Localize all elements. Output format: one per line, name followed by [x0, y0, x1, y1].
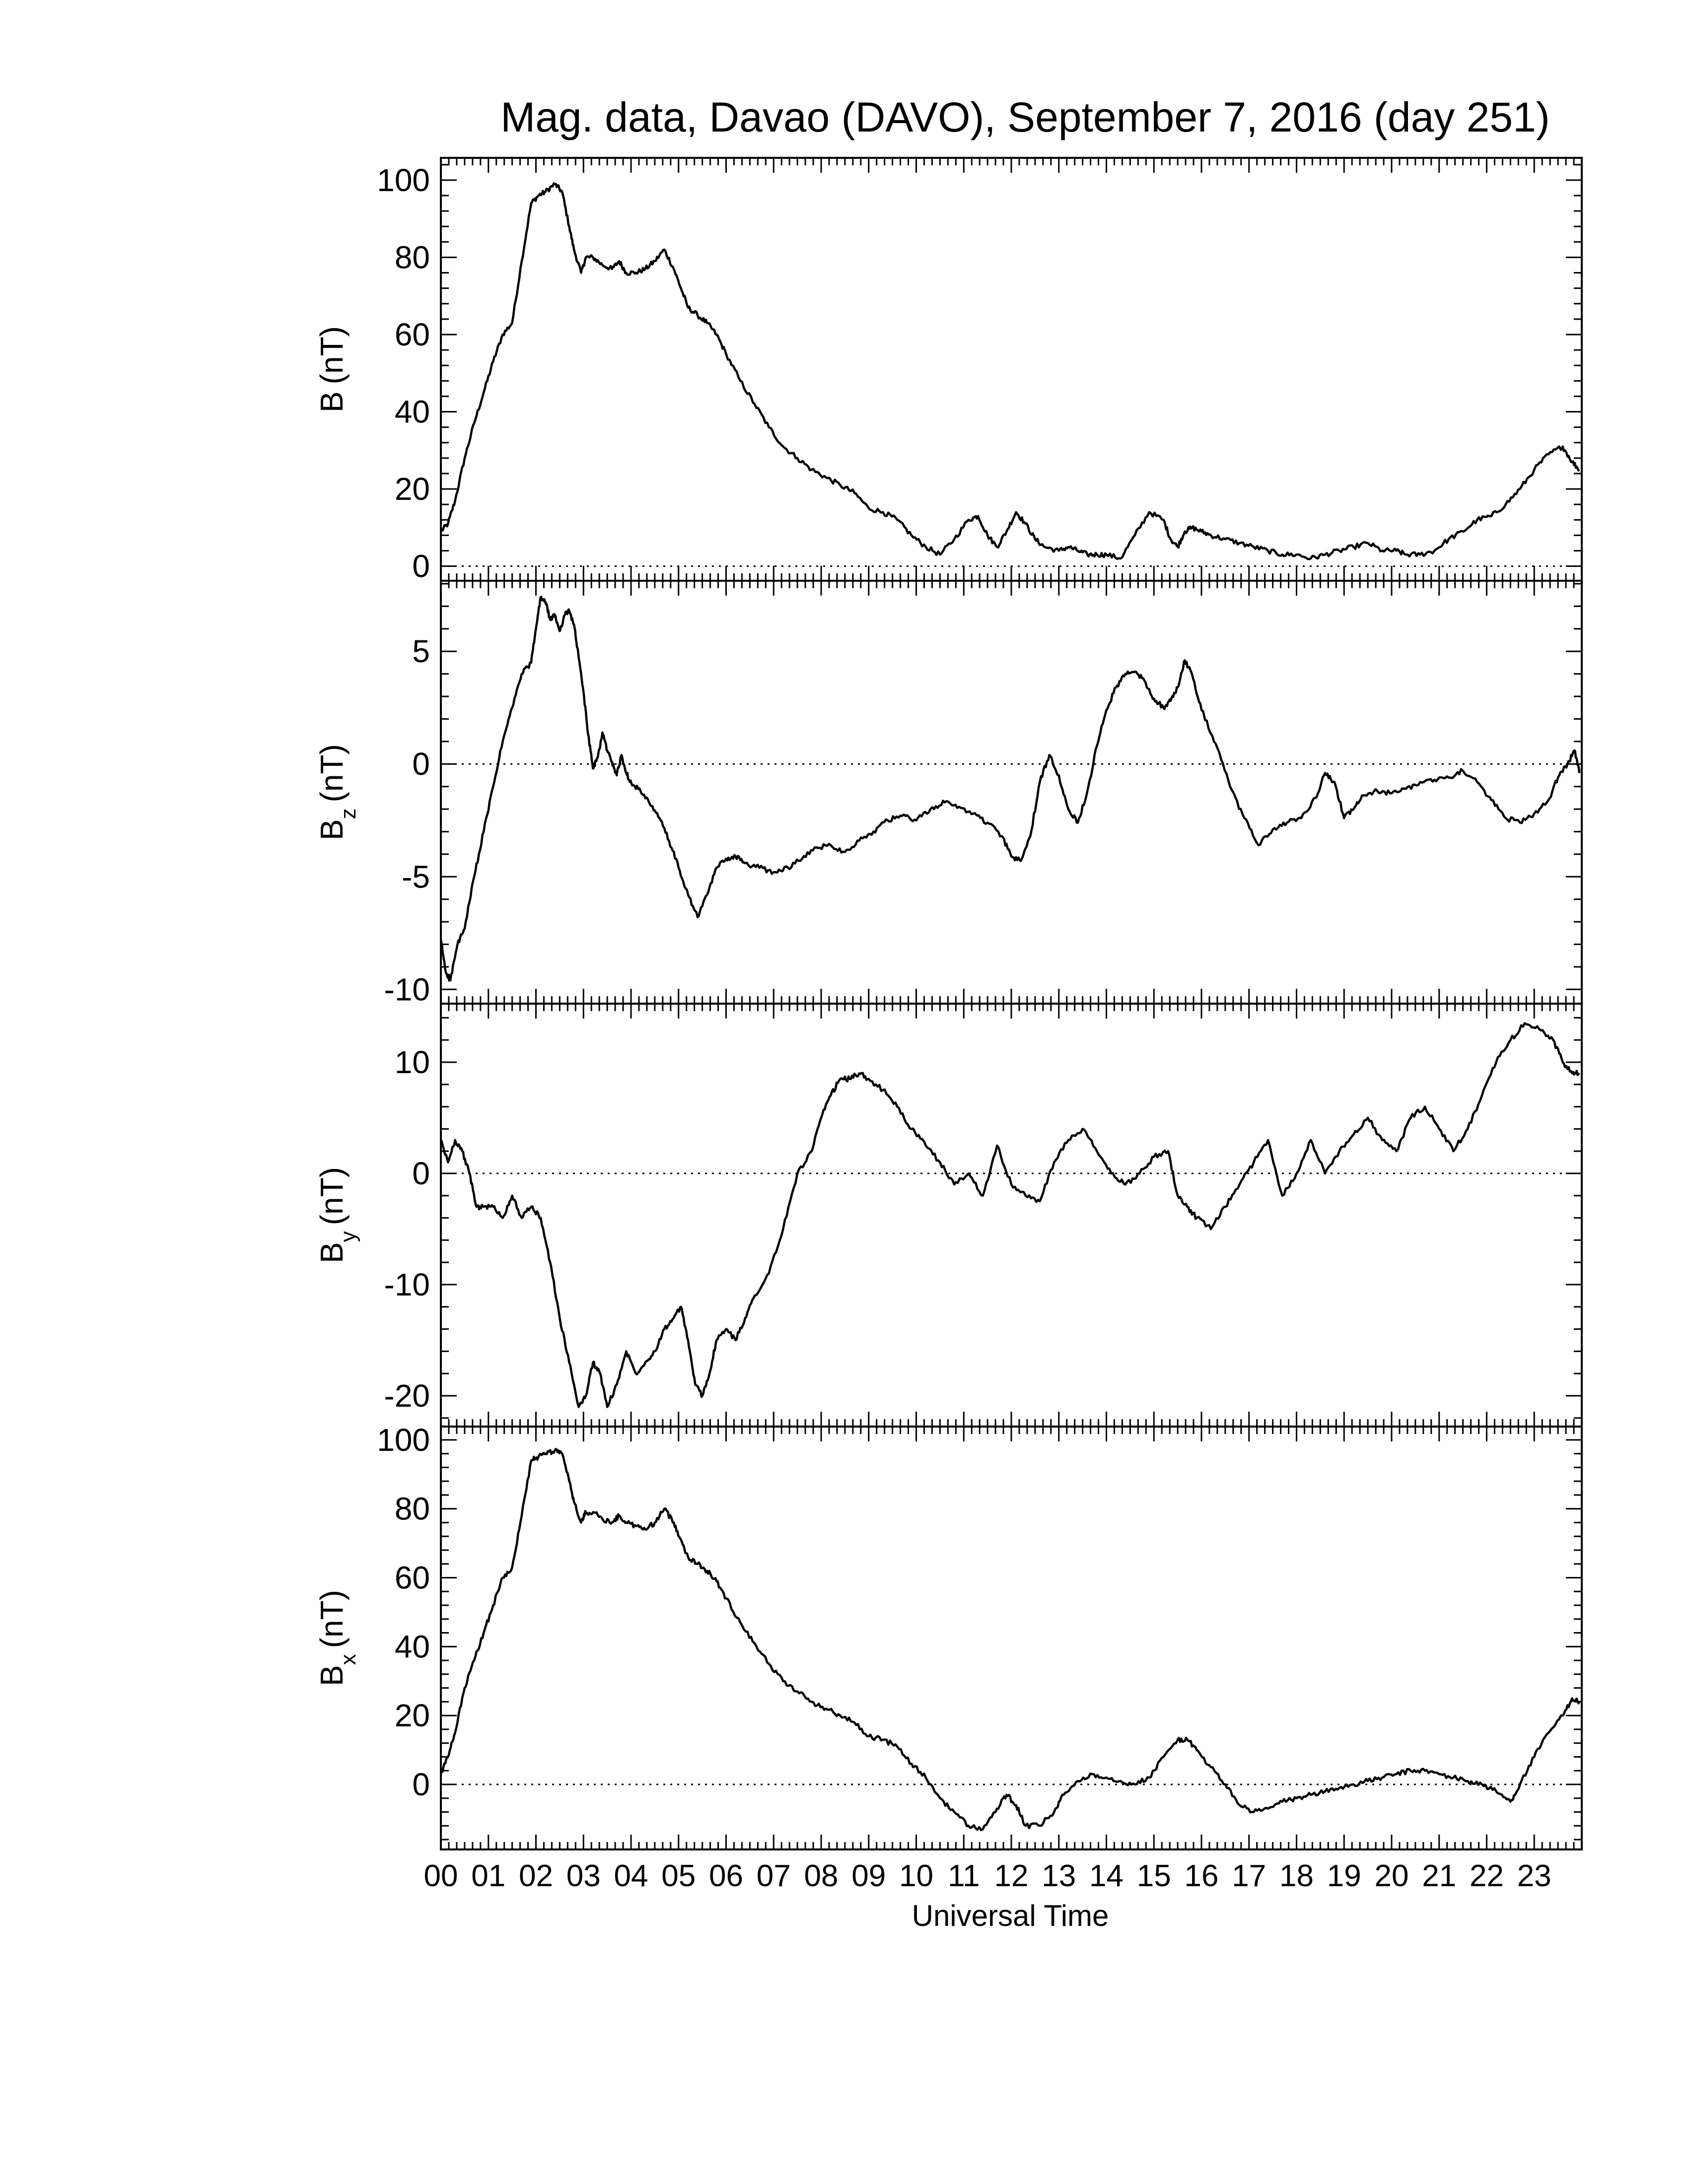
- y-tick-label: -10: [384, 1267, 430, 1302]
- y-tick-label: 5: [412, 633, 430, 669]
- x-tick-label: 15: [1137, 1859, 1171, 1893]
- x-tick-label: 14: [1089, 1859, 1124, 1893]
- y-tick-label: 20: [395, 471, 430, 507]
- y-tick-label: 0: [412, 1156, 430, 1191]
- x-tick-label: 04: [614, 1859, 648, 1893]
- y-tick-label: -5: [402, 859, 430, 894]
- x-tick-label: 09: [851, 1859, 886, 1893]
- x-tick-label: 00: [424, 1859, 458, 1893]
- x-tick-label: 23: [1517, 1859, 1551, 1893]
- x-tick-label: 02: [519, 1859, 553, 1893]
- series-line-bx: [439, 1447, 1581, 1832]
- y-tick-label: 0: [412, 548, 430, 584]
- y-tick-label: 60: [395, 1560, 430, 1596]
- y-tick-label: 100: [377, 162, 430, 198]
- y-axis-label-main: B: [314, 819, 350, 840]
- y-axis-label-main: B: [314, 391, 350, 412]
- y-axis-label: By (nT): [314, 1167, 360, 1263]
- x-tick-label: 10: [899, 1859, 933, 1893]
- x-tick-label: 07: [757, 1859, 791, 1893]
- y-axis-label: Bx (nT): [314, 1590, 360, 1686]
- y-tick-label: -20: [384, 1378, 430, 1414]
- y-axis-label-subscript: x: [336, 1654, 360, 1665]
- y-tick-label: 10: [395, 1044, 430, 1080]
- y-tick-label: 0: [412, 746, 430, 782]
- x-tick-label: 16: [1185, 1859, 1219, 1893]
- x-tick-labels: 00 01 02 03 04 05 06 07 08 09 10 11 12 13 14 15 16 17 18 19…: [424, 1859, 1551, 1893]
- y-tick-label: 80: [395, 1491, 430, 1527]
- y-tick-label: 40: [395, 394, 430, 430]
- x-tick-label: 08: [804, 1859, 839, 1893]
- y-axis-label-unit: (nT): [314, 1590, 350, 1648]
- x-tick-label: 05: [661, 1859, 696, 1893]
- x-tick-label: 18: [1279, 1859, 1314, 1893]
- y-axis-label-main: B: [314, 1242, 350, 1263]
- panel-b: 0 20 40 60 80 100 B (nT): [314, 157, 1583, 584]
- x-tick-label: 03: [566, 1859, 601, 1893]
- panel-bx: 0 20 40 60 80 100 Bx (nT): [314, 1422, 1583, 1850]
- x-tick-label: 21: [1422, 1859, 1456, 1893]
- y-tick-label: 80: [395, 239, 430, 275]
- x-tick-label: 06: [709, 1859, 743, 1893]
- y-axis-label: B (nT): [314, 326, 350, 412]
- series-line-b: [439, 182, 1580, 560]
- y-axis-label-unit: (nT): [314, 1167, 350, 1225]
- x-tick-label: 11: [948, 1859, 980, 1893]
- series-line-by: [440, 1022, 1580, 1408]
- x-tick-label: 22: [1470, 1859, 1504, 1893]
- y-tick-label: -10: [384, 971, 430, 1007]
- x-axis-label: Universal Time: [912, 1899, 1109, 1932]
- series-line-bz: [439, 596, 1581, 982]
- x-tick-label: 19: [1327, 1859, 1361, 1893]
- y-axis-label-subscript: z: [336, 808, 360, 819]
- x-tick-label: 13: [1042, 1859, 1076, 1893]
- y-tick-label: 40: [395, 1629, 430, 1664]
- y-tick-label: 100: [377, 1422, 430, 1458]
- y-axis-label-unit: (nT): [314, 326, 350, 384]
- panels-group: 0 20 40 60 80 100 B (nT) -10 -5 0 5 Bz (nT) -20 -10 0 10 B…: [314, 157, 1583, 1850]
- x-tick-label: 01: [471, 1859, 505, 1893]
- y-axis-label: Bz (nT): [314, 744, 360, 840]
- y-tick-label: 20: [395, 1698, 430, 1733]
- x-tick-label: 12: [994, 1859, 1029, 1893]
- figure-title: Mag. data, Davao (DAVO), September 7, 20…: [500, 94, 1550, 140]
- y-tick-label: 60: [395, 317, 430, 352]
- x-tick-label: 20: [1375, 1859, 1409, 1893]
- y-axis-label-subscript: y: [336, 1231, 360, 1242]
- y-tick-label: 0: [412, 1767, 430, 1802]
- y-axis-label-main: B: [314, 1665, 350, 1686]
- y-axis-label-unit: (nT): [314, 744, 350, 802]
- x-tick-label: 17: [1232, 1859, 1266, 1893]
